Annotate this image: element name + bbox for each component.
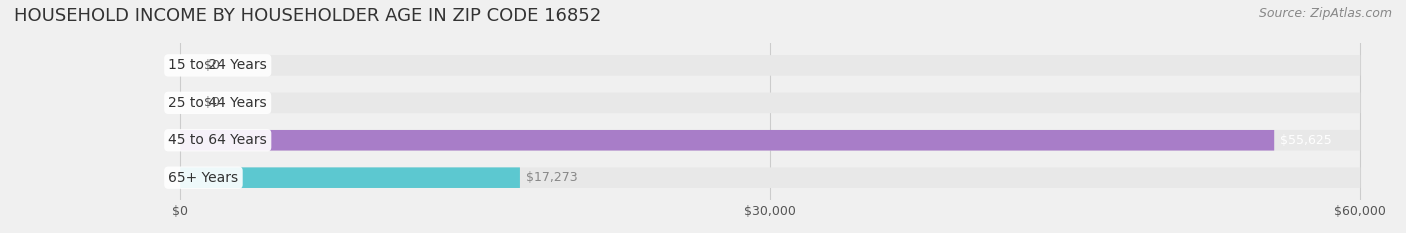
FancyBboxPatch shape — [180, 167, 1360, 188]
Text: 45 to 64 Years: 45 to 64 Years — [169, 133, 267, 147]
Text: $0: $0 — [204, 96, 219, 109]
Text: 65+ Years: 65+ Years — [169, 171, 239, 185]
Text: 25 to 44 Years: 25 to 44 Years — [169, 96, 267, 110]
Text: Source: ZipAtlas.com: Source: ZipAtlas.com — [1258, 7, 1392, 20]
Text: $17,273: $17,273 — [526, 171, 578, 184]
Text: 15 to 24 Years: 15 to 24 Years — [169, 58, 267, 72]
FancyBboxPatch shape — [180, 55, 1360, 76]
FancyBboxPatch shape — [180, 130, 1274, 151]
FancyBboxPatch shape — [180, 130, 1360, 151]
FancyBboxPatch shape — [180, 167, 520, 188]
Text: HOUSEHOLD INCOME BY HOUSEHOLDER AGE IN ZIP CODE 16852: HOUSEHOLD INCOME BY HOUSEHOLDER AGE IN Z… — [14, 7, 602, 25]
Text: $55,625: $55,625 — [1279, 134, 1331, 147]
Text: $0: $0 — [204, 59, 219, 72]
FancyBboxPatch shape — [180, 93, 1360, 113]
